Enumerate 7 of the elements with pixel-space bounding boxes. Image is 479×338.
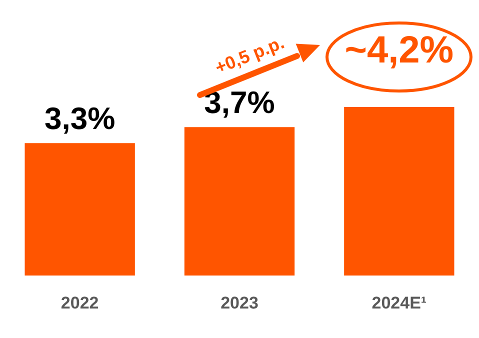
text: +0,5 p.p. — [212, 32, 287, 78]
data-label: 3,3% — [44, 101, 116, 136]
data-label: 3,7% — [204, 85, 275, 120]
x-tick-label: 2023 — [220, 293, 258, 312]
x-tick-label: 2022 — [60, 293, 99, 312]
data-label: ~4,2% — [344, 30, 454, 72]
x-tick-label: 2024E¹ — [372, 293, 427, 312]
